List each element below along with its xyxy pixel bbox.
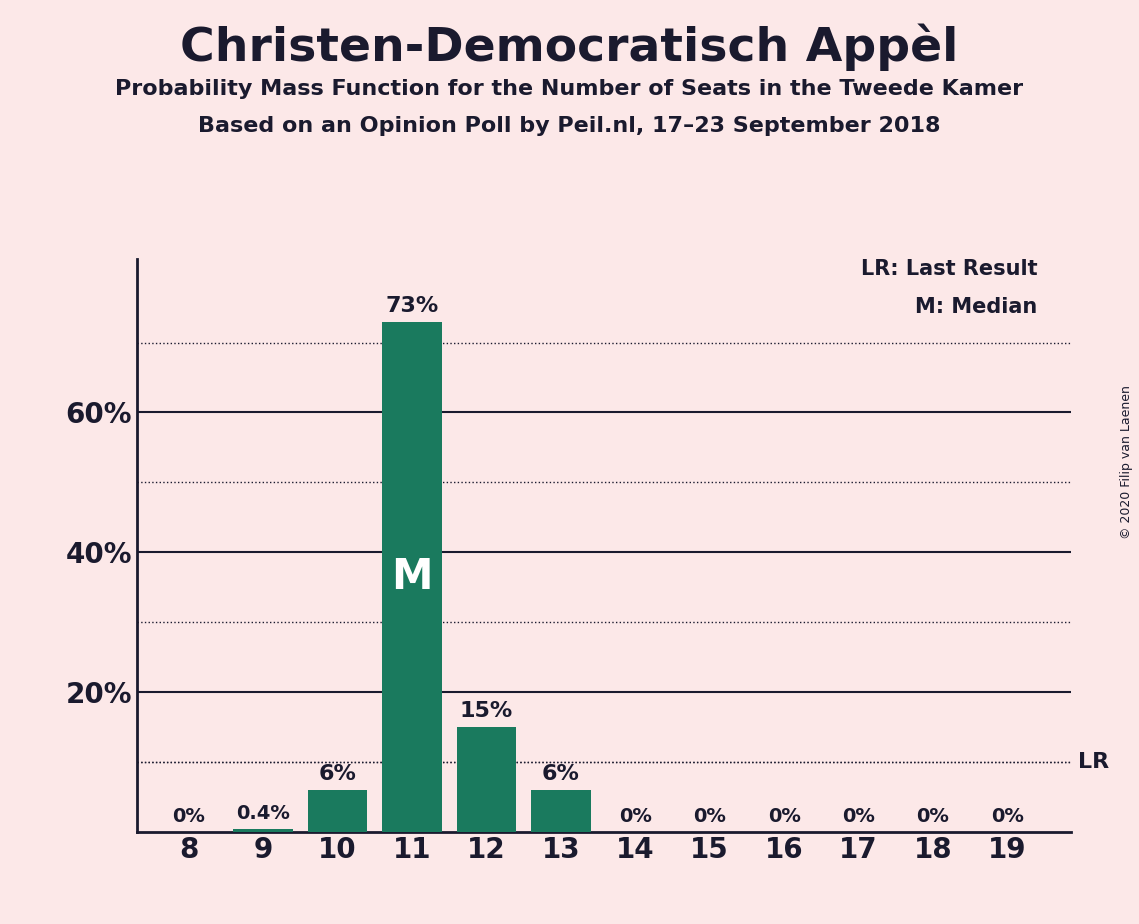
Bar [308, 790, 368, 832]
Text: 15%: 15% [460, 701, 513, 722]
Text: 0%: 0% [618, 807, 652, 826]
Text: 73%: 73% [385, 296, 439, 316]
Text: Based on an Opinion Poll by Peil.nl, 17–23 September 2018: Based on an Opinion Poll by Peil.nl, 17–… [198, 116, 941, 136]
Bar [233, 829, 293, 832]
Text: LR: LR [1077, 752, 1108, 772]
Bar [383, 322, 442, 832]
Bar [457, 727, 516, 832]
Text: 0%: 0% [768, 807, 801, 826]
Text: 0%: 0% [991, 807, 1024, 826]
Text: M: M [392, 555, 433, 598]
Text: 0%: 0% [172, 807, 205, 826]
Text: 0%: 0% [694, 807, 727, 826]
Text: © 2020 Filip van Laenen: © 2020 Filip van Laenen [1121, 385, 1133, 539]
Text: 6%: 6% [542, 764, 580, 784]
Text: 6%: 6% [319, 764, 357, 784]
Text: 0.4%: 0.4% [236, 804, 290, 823]
Text: M: Median: M: Median [915, 298, 1038, 317]
Bar [531, 790, 591, 832]
Text: LR: Last Result: LR: Last Result [861, 259, 1038, 279]
Text: Christen-Democratisch Appèl: Christen-Democratisch Appèl [180, 23, 959, 70]
Text: Probability Mass Function for the Number of Seats in the Tweede Kamer: Probability Mass Function for the Number… [115, 79, 1024, 99]
Text: 0%: 0% [842, 807, 875, 826]
Text: 0%: 0% [917, 807, 950, 826]
